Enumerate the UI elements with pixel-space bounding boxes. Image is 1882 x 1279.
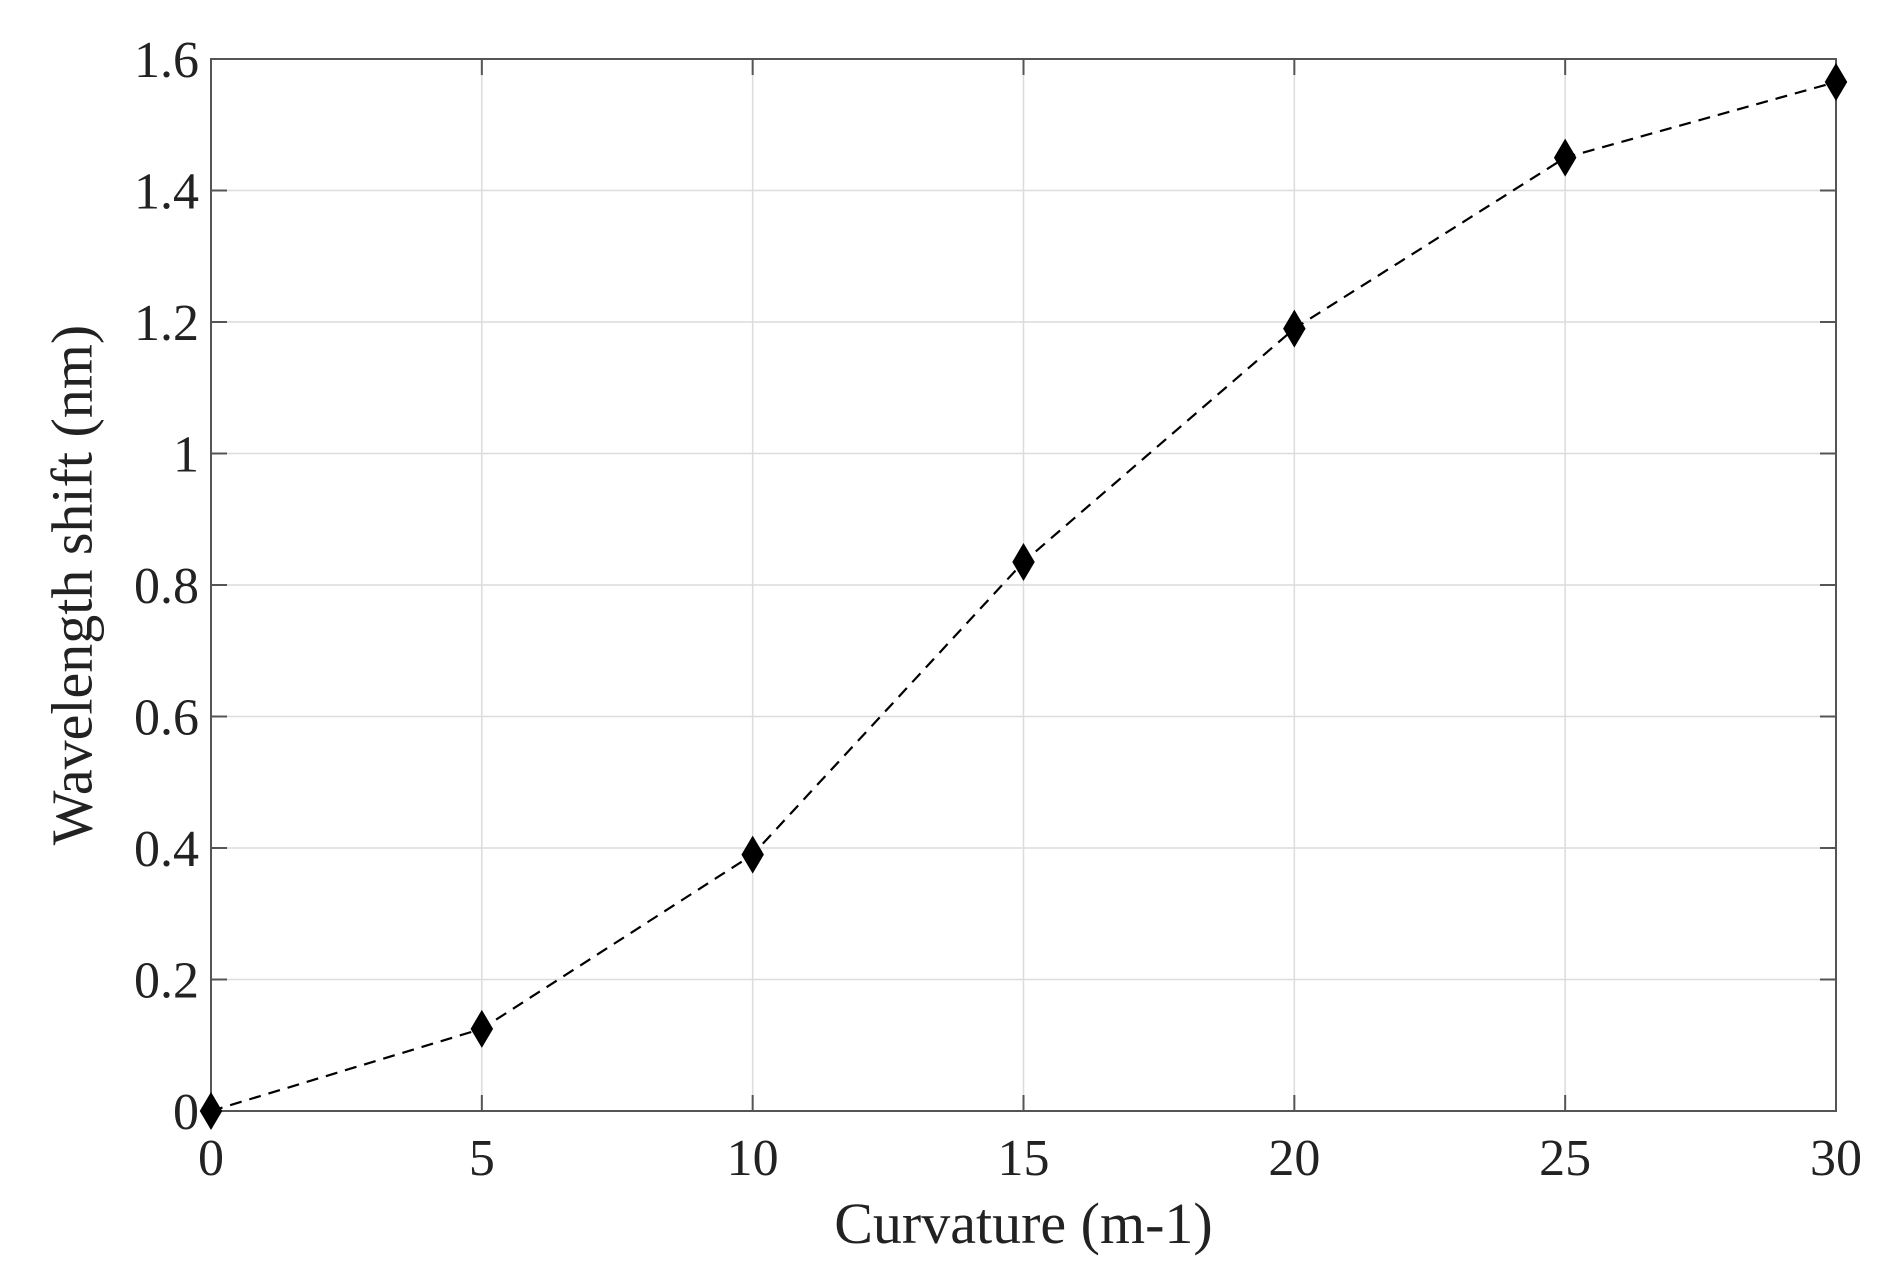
data-point-marker (199, 1092, 223, 1130)
y-axis-label: Wavelength shift (nm) (39, 325, 104, 845)
data-point-marker (741, 835, 764, 874)
data-point-marker (1824, 63, 1848, 102)
x-tick-label: 30 (1810, 1130, 1862, 1187)
y-tick-label: 0 (173, 1084, 199, 1141)
y-tick-label: 0.8 (134, 558, 199, 615)
y-tick-label: 0.4 (134, 821, 199, 878)
x-tick-label: 15 (998, 1130, 1050, 1187)
y-tick-label: 0.2 (134, 953, 199, 1010)
y-tick-label: 0.6 (134, 690, 199, 747)
data-point-marker (1553, 138, 1577, 177)
x-axis-label: Curvature (m-1) (834, 1191, 1212, 1256)
data-point-marker (1283, 309, 1306, 348)
y-tick-label: 1.4 (134, 164, 199, 221)
data-point-marker (470, 1009, 494, 1048)
x-tick-label: 20 (1268, 1130, 1320, 1187)
axis-ticks: 0 5 10 15 20 25 30 0 0.2 0.4 0.6 0.8 1 1.2 1.4 1.6 (134, 32, 1862, 1187)
x-tick-label: 0 (198, 1130, 224, 1187)
y-tick-label: 1.6 (134, 32, 199, 89)
series (199, 63, 1848, 1130)
grid (210, 58, 1837, 1112)
x-tick-label: 10 (727, 1130, 779, 1187)
data-point-marker (1012, 542, 1035, 581)
y-tick-label: 1.2 (134, 295, 199, 352)
x-tick-label: 25 (1539, 1130, 1591, 1187)
x-tick-label: 5 (469, 1130, 495, 1187)
y-tick-label: 1 (173, 427, 199, 484)
